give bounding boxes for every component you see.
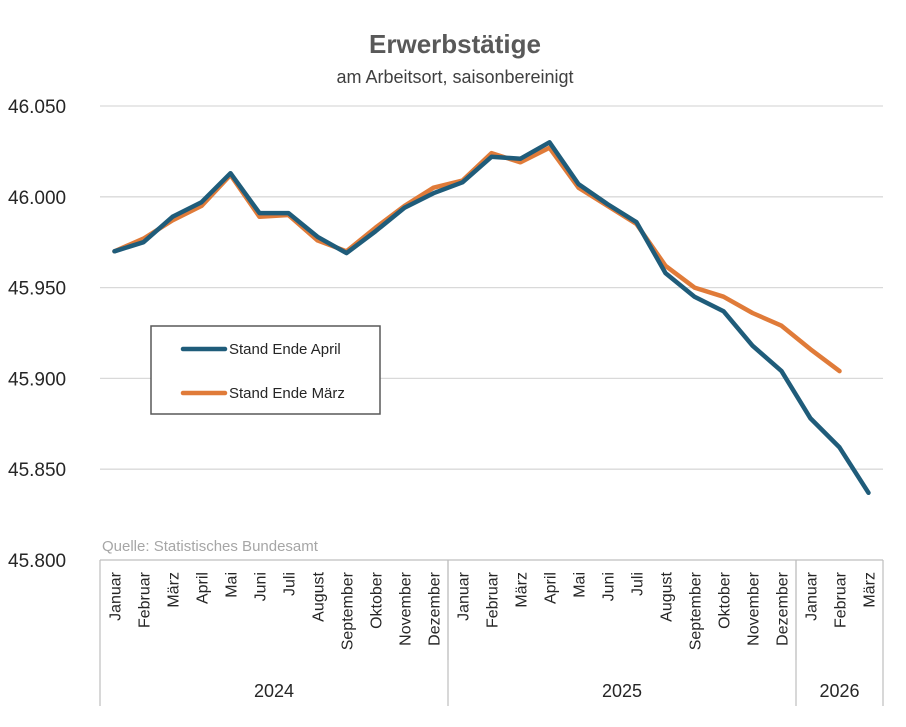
x-tick-label: Juli (282, 572, 299, 596)
source-note: Quelle: Statistisches Bundesamt (102, 538, 319, 555)
x-tick-label: Januar (108, 571, 125, 621)
legend-label-stand-ende-april: Stand Ende April (229, 341, 341, 358)
x-tick-label: März (862, 572, 879, 608)
y-tick-label: 46.050 (8, 97, 66, 118)
x-tick-label: Mai (224, 572, 241, 598)
year-label: 2025 (602, 681, 642, 701)
x-tick-label: Februar (485, 571, 502, 628)
x-tick-label: August (311, 571, 328, 621)
x-tick-label: Juli (630, 572, 647, 596)
chart-title: Erwerbstätige (369, 29, 541, 59)
y-tick-label: 45.850 (8, 460, 66, 481)
x-tick-label: Februar (833, 571, 850, 628)
chart-subtitle: am Arbeitsort, saisonbereinigt (336, 67, 573, 87)
x-axis: Januar Februar März April Mai Juni Juli August S… (99, 559, 884, 706)
x-tick-label: September (340, 571, 357, 650)
year-label: 2026 (819, 681, 859, 701)
x-tick-label: November (398, 571, 415, 645)
series-lines (112, 140, 871, 496)
legend-box (150, 325, 381, 415)
x-tick-label: Dezember (427, 571, 444, 645)
x-tick-label: September (688, 571, 705, 650)
x-tick-label: Oktober (717, 571, 734, 629)
year-label: 2024 (254, 681, 294, 701)
legend-label-stand-ende-maerz: Stand Ende März (229, 385, 345, 402)
x-tick-label: Januar (456, 571, 473, 621)
x-tick-label: Juni (601, 572, 618, 601)
y-tick-label: 45.900 (8, 369, 66, 390)
x-tick-label: März (166, 572, 183, 608)
y-tick-label: 45.950 (8, 279, 66, 300)
series-line-0 (112, 140, 871, 496)
legend: Stand Ende April Stand Ende März (150, 325, 381, 415)
x-tick-label: März (514, 572, 531, 608)
x-tick-label: Juni (253, 572, 270, 601)
x-tick-label: Dezember (775, 571, 792, 645)
x-tick-label: April (195, 572, 212, 604)
y-axis-ticks: 45.800 45.850 45.900 45.950 46.000 46.050 (8, 97, 66, 572)
x-tick-label: November (746, 571, 763, 645)
x-tick-label: April (543, 572, 560, 604)
x-tick-label: August (659, 571, 676, 621)
y-tick-label: 46.000 (8, 188, 66, 209)
x-tick-label: Januar (804, 571, 821, 621)
y-tick-label: 45.800 (8, 551, 66, 572)
x-tick-label: Oktober (369, 571, 386, 629)
x-tick-label: Februar (137, 571, 154, 628)
x-tick-label: Mai (572, 572, 589, 598)
